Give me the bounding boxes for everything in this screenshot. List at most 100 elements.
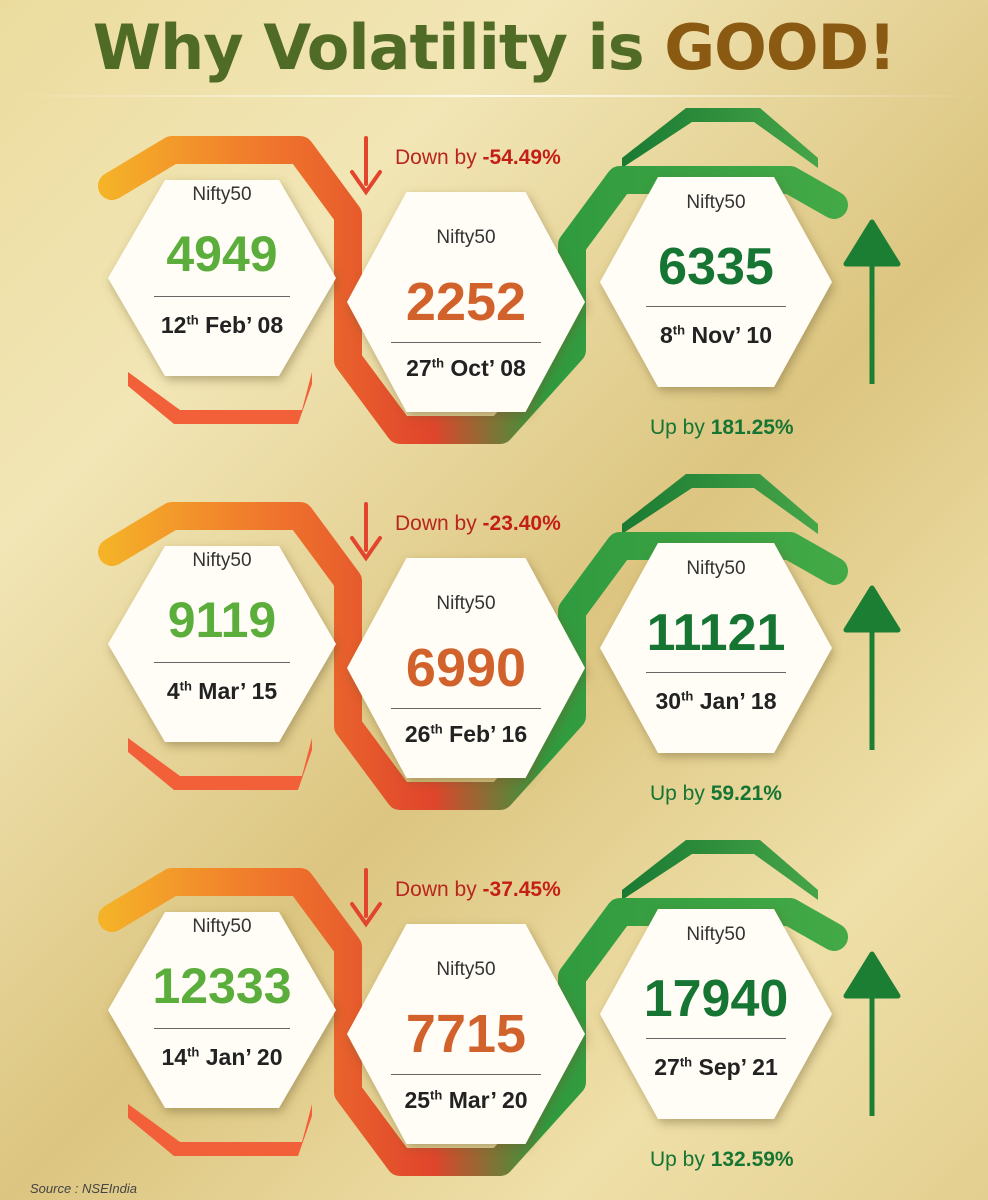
start-index-value: 4949 xyxy=(166,226,278,282)
up-arrow-icon xyxy=(843,951,901,1116)
recovery-index-value: 11121 xyxy=(646,604,786,662)
start-index-value: 12333 xyxy=(152,958,292,1014)
low-divider xyxy=(391,708,541,709)
trend-ribbon xyxy=(98,502,848,810)
up-change-percent: 59.21% xyxy=(710,782,782,805)
recovery-divider xyxy=(646,672,786,673)
hexagon-start xyxy=(108,546,336,742)
low-index-label: Nifty50 xyxy=(436,959,496,980)
up-arrow-icon xyxy=(843,585,901,750)
recovery-date-day: 8 xyxy=(659,322,673,348)
start-index-label: Nifty50 xyxy=(192,916,252,937)
chevron-icon xyxy=(622,108,818,168)
recovery-divider xyxy=(646,1038,786,1039)
page-title: Why Volatility is GOOD! xyxy=(0,8,988,88)
recovery-date-suffix: th xyxy=(672,322,686,338)
hexagon-start xyxy=(108,180,336,376)
up-change-percent: 132.59% xyxy=(710,1148,794,1171)
source-note: Source : NSEIndia xyxy=(30,1181,137,1196)
start-date-suffix: th xyxy=(179,678,192,694)
hexagon-start xyxy=(108,912,336,1108)
low-date: 27th Oct’ 08 xyxy=(366,355,566,382)
up-change-text: Up by xyxy=(650,782,711,805)
up-change-percent: 181.25% xyxy=(710,416,794,439)
start-date: 14th Jan’ 20 xyxy=(122,1044,322,1071)
start-date-month-year: Jan’ 20 xyxy=(199,1044,283,1070)
row-1: Nifty50 4949 12th Feb’ 08 Nifty50 2252 27th O… xyxy=(0,0,988,439)
trend-ribbon xyxy=(98,868,848,1176)
low-date-month-year: Oct’ 08 xyxy=(444,355,526,381)
row-2: Nifty50 9119 4th Mar’ 15 Nifty50 6990 26th Fe… xyxy=(0,0,988,805)
start-date-suffix: th xyxy=(186,312,199,328)
row-3-graphic xyxy=(98,840,901,1176)
low-date-suffix: th xyxy=(431,355,445,371)
recovery-index-label: Nifty50 xyxy=(686,924,746,945)
start-date: 12th Feb’ 08 xyxy=(122,312,322,339)
up-arrow-icon xyxy=(843,219,901,384)
start-date-day: 14 xyxy=(161,1044,188,1070)
up-change-label: Up by 181.25% xyxy=(650,416,794,440)
recovery-date-suffix: th xyxy=(681,688,694,704)
low-date-month-year: Mar’ 20 xyxy=(442,1087,528,1113)
recovery-index-value: 6335 xyxy=(658,238,774,296)
title-emphasis: GOOD! xyxy=(664,11,896,84)
chevron-icon xyxy=(622,840,818,900)
start-date-month-year: Mar’ 15 xyxy=(191,678,278,704)
low-index-label: Nifty50 xyxy=(436,593,496,614)
down-arrow-icon xyxy=(350,502,382,562)
low-date-suffix: th xyxy=(430,721,443,737)
start-index-label: Nifty50 xyxy=(192,184,252,205)
recovery-date-month-year: Nov’ 10 xyxy=(685,322,772,348)
recovery-date-suffix: th xyxy=(679,1054,693,1070)
down-change-text: Down by xyxy=(395,146,483,169)
down-change-percent: -37.45% xyxy=(482,878,561,901)
row-2-graphic xyxy=(98,474,901,810)
recovery-divider xyxy=(646,306,786,307)
low-date-day: 25 xyxy=(404,1087,431,1113)
trend-ribbon xyxy=(98,136,848,444)
start-divider xyxy=(154,1028,290,1029)
start-index-value: 9119 xyxy=(167,592,277,648)
recovery-date-day: 30 xyxy=(655,688,682,714)
low-date-day: 27 xyxy=(406,355,432,381)
start-date-day: 12 xyxy=(160,312,187,338)
recovery-index-label: Nifty50 xyxy=(686,192,746,213)
low-divider xyxy=(391,342,541,343)
recovery-date: 8th Nov’ 10 xyxy=(616,322,816,349)
chevron-icon xyxy=(128,738,312,790)
low-index-value: 7715 xyxy=(405,1004,527,1064)
start-date-day: 4 xyxy=(166,678,180,704)
recovery-date: 30th Jan’ 18 xyxy=(616,688,816,715)
down-arrow-icon xyxy=(350,868,382,928)
recovery-date: 27th Sep’ 21 xyxy=(616,1054,816,1081)
start-date-suffix: th xyxy=(187,1044,200,1060)
start-date: 4th Mar’ 15 xyxy=(122,678,322,705)
low-index-label: Nifty50 xyxy=(436,227,496,248)
chevron-icon xyxy=(128,1104,312,1156)
down-arrow-icon xyxy=(350,136,382,196)
low-date: 26th Feb’ 16 xyxy=(366,721,566,748)
low-date-day: 26 xyxy=(404,721,431,747)
hexagon-recovery xyxy=(600,543,832,753)
title-divider xyxy=(0,95,988,97)
down-change-label: Down by -54.49% xyxy=(395,146,561,170)
up-change-text: Up by xyxy=(650,1148,711,1171)
start-date-month-year: Feb’ 08 xyxy=(198,312,284,338)
hexagon-low xyxy=(347,924,585,1144)
low-index-value: 6990 xyxy=(405,638,527,698)
recovery-index-label: Nifty50 xyxy=(686,558,746,579)
up-change-label: Up by 132.59% xyxy=(650,1148,794,1172)
chevron-icon xyxy=(622,474,818,534)
down-change-label: Down by -23.40% xyxy=(395,512,561,536)
recovery-index-value: 17940 xyxy=(643,970,789,1028)
low-divider xyxy=(391,1074,541,1075)
row-1-graphic xyxy=(98,108,901,444)
recovery-date-day: 27 xyxy=(654,1054,680,1080)
low-date-suffix: th xyxy=(430,1087,443,1103)
chevron-icon xyxy=(128,372,312,424)
down-change-text: Down by xyxy=(395,512,483,535)
down-change-label: Down by -37.45% xyxy=(395,878,561,902)
hexagon-recovery xyxy=(600,177,832,387)
start-divider xyxy=(154,662,290,663)
